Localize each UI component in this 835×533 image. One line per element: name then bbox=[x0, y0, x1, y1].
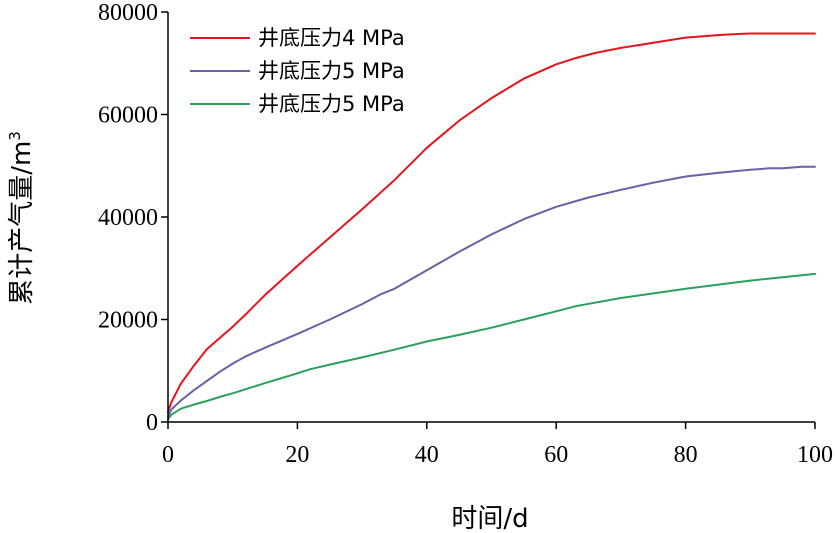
y-tick-label: 40000 bbox=[98, 205, 158, 231]
y-tick-label: 20000 bbox=[98, 308, 158, 334]
y-axis-title-main: 累计产气量/m bbox=[7, 141, 37, 305]
series-line-1 bbox=[167, 32, 816, 413]
x-tick-label: 0 bbox=[162, 442, 174, 468]
x-tick-label: 60 bbox=[544, 442, 568, 468]
y-tick-label: 60000 bbox=[98, 103, 158, 129]
series-line-2 bbox=[167, 165, 816, 418]
y-axis-title-group: 累计产气量/m3 bbox=[6, 131, 37, 305]
y-axis-title-superscript: 3 bbox=[6, 131, 24, 141]
x-tick-label: 100 bbox=[797, 442, 833, 468]
x-tick-label: 80 bbox=[674, 442, 698, 468]
axes: 0 20000 40000 60000 80000 0 20 40 60 80 100 bbox=[98, 0, 833, 468]
y-tick-label: 0 bbox=[146, 410, 158, 436]
series-line-3 bbox=[167, 272, 816, 421]
legend: 井底压力4 MPa 井底压力5 MPa 井底压力5 MPa bbox=[190, 26, 405, 116]
x-axis-title: 时间/d bbox=[451, 504, 528, 533]
legend-label-1: 井底压力4 MPa bbox=[258, 26, 405, 50]
y-tick-label: 80000 bbox=[98, 0, 158, 26]
plot-area bbox=[167, 32, 816, 421]
x-tick-label: 20 bbox=[285, 442, 309, 468]
x-tick-label: 40 bbox=[415, 442, 439, 468]
y-axis-title: 累计产气量/m3 bbox=[6, 131, 37, 305]
legend-label-3: 井底压力5 MPa bbox=[258, 92, 405, 116]
legend-label-2: 井底压力5 MPa bbox=[258, 59, 405, 83]
